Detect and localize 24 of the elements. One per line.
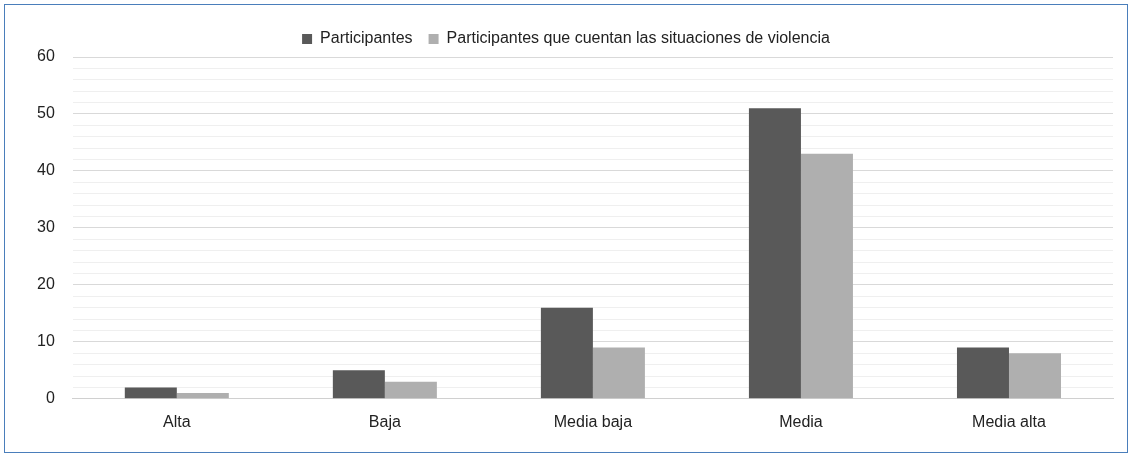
bar [1008,353,1061,399]
bar [592,347,645,399]
x-tick-label: Media baja [553,412,633,430]
bar [956,347,1009,399]
y-tick-label: 10 [37,332,55,350]
bar [124,387,177,399]
bar [384,381,437,399]
y-tick-label: 0 [45,389,55,407]
bar [748,108,801,399]
y-tick-label: 60 [37,47,55,65]
bar [176,393,229,399]
y-tick-label: 40 [37,161,55,179]
bar [332,370,385,399]
bar [800,153,853,399]
y-tick-label: 50 [37,104,55,122]
x-tick-label: Alta [163,412,191,430]
x-tick-label: Media alta [972,412,1046,430]
legend-label: Participantes que cuentan las situaciones de violencia [446,29,831,47]
x-tick-label: Media [779,412,823,430]
y-tick-label: 20 [37,275,55,293]
legend-label: Participantes [320,29,413,47]
x-tick-label: Baja [368,412,401,430]
bar [540,307,593,399]
y-tick-label: 30 [37,218,55,236]
